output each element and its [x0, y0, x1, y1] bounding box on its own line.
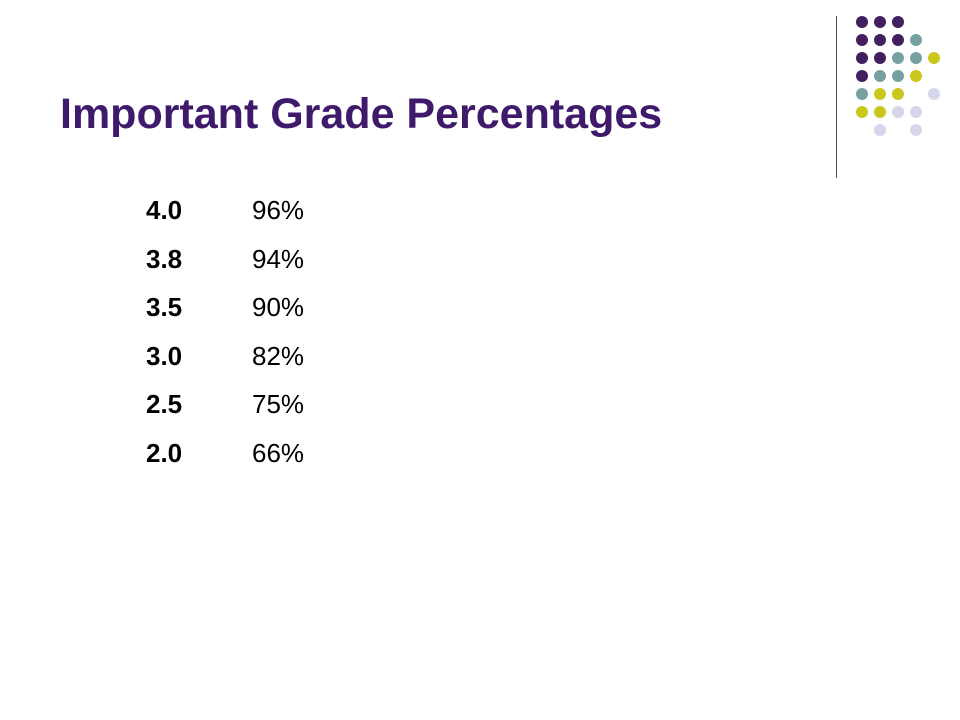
grade-table: 4.0 96% 3.8 94% 3.5 90% 3.0 82% 2.5 75% 2.0 66… [146, 186, 304, 477]
decor-dot [910, 124, 922, 136]
decor-dot [856, 16, 868, 28]
decor-dot [856, 34, 868, 46]
decor-dot [892, 52, 904, 64]
gpa-value: 2.5 [146, 389, 183, 419]
decor-dot [856, 106, 868, 118]
decor-dot [856, 52, 868, 64]
percent-value: 82% [252, 340, 305, 371]
decor-dot [892, 106, 904, 118]
percent-value: 75% [252, 389, 305, 419]
decor-dot [910, 106, 922, 118]
decor-dot [928, 52, 940, 64]
gpa-value: 3.0 [146, 340, 183, 371]
grade-row: 2.0 66% [146, 429, 304, 478]
slide-title: Important Grade Percentages [60, 90, 663, 138]
decor-dot [910, 34, 922, 46]
decor-dot [892, 16, 904, 28]
vertical-divider [836, 16, 837, 178]
decor-dot [910, 52, 922, 64]
gpa-value: 3.5 [146, 292, 183, 322]
grade-row: 3.0 82% [146, 332, 304, 381]
gpa-value: 4.0 [146, 195, 183, 225]
decor-dot [928, 88, 940, 100]
decor-dot [874, 124, 886, 136]
decor-dot [856, 70, 868, 82]
decor-dot [874, 34, 886, 46]
grade-row: 3.5 90% [146, 283, 304, 332]
decor-dot [856, 88, 868, 100]
grade-row: 4.0 96% [146, 186, 304, 235]
grade-row: 2.5 75% [146, 380, 304, 429]
decor-dot [874, 88, 886, 100]
decor-dot [874, 70, 886, 82]
percent-value: 66% [252, 437, 305, 468]
decor-dot [892, 34, 904, 46]
percent-value: 96% [252, 195, 305, 225]
grade-row: 3.8 94% [146, 235, 304, 284]
decor-dot [874, 16, 886, 28]
percent-value: 90% [252, 292, 305, 322]
gpa-value: 2.0 [146, 437, 183, 468]
dot-grid-icon [850, 12, 950, 162]
decor-dot [874, 106, 886, 118]
decor-dot [874, 52, 886, 64]
decor-dot [892, 88, 904, 100]
percent-value: 94% [252, 243, 305, 274]
decor-dot [892, 70, 904, 82]
gpa-value: 3.8 [146, 243, 183, 274]
decor-dot [910, 70, 922, 82]
